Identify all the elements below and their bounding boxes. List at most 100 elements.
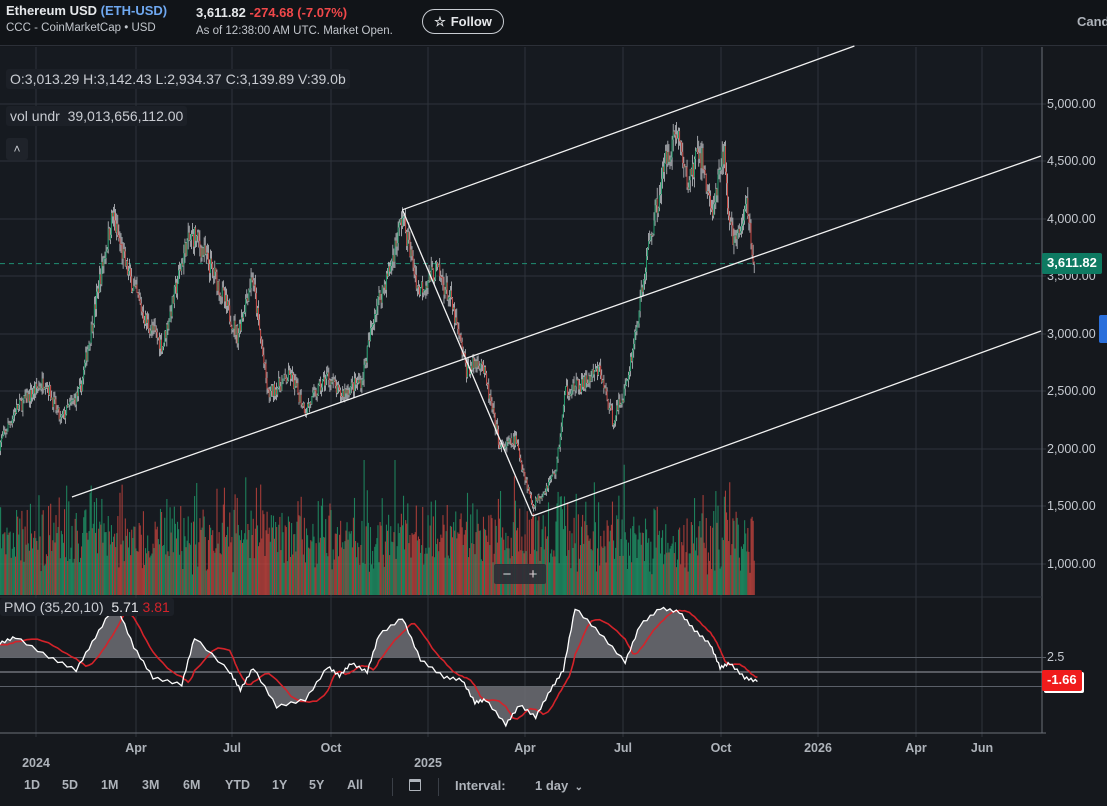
candle-body bbox=[393, 255, 395, 262]
candle-body bbox=[99, 274, 101, 293]
range-1m-button[interactable]: 1M bbox=[101, 778, 119, 792]
calendar-icon[interactable] bbox=[409, 779, 421, 791]
candle-body bbox=[21, 400, 23, 411]
zoom-out-button[interactable]: − bbox=[502, 565, 512, 583]
candle-body bbox=[506, 440, 508, 447]
range-3m-button[interactable]: 3M bbox=[142, 778, 160, 792]
volume-bar bbox=[725, 512, 728, 595]
candle-body bbox=[107, 228, 109, 250]
candle-body bbox=[217, 281, 219, 291]
volume-bar bbox=[505, 532, 507, 595]
candle-body bbox=[358, 380, 360, 383]
candle-body bbox=[93, 304, 95, 325]
volume-bar bbox=[614, 558, 616, 595]
volume-bar bbox=[230, 542, 232, 595]
candle-body bbox=[173, 286, 175, 304]
range-1y-button[interactable]: 1Y bbox=[272, 778, 288, 792]
volume-bar bbox=[300, 496, 302, 595]
range-5y-button[interactable]: 5Y bbox=[309, 778, 325, 792]
candle-body bbox=[438, 264, 440, 267]
candle-body bbox=[739, 231, 741, 234]
volume-bar bbox=[459, 519, 461, 595]
volume-bar bbox=[452, 537, 454, 595]
candle-body bbox=[666, 150, 668, 164]
candle-body bbox=[713, 204, 715, 216]
instrument-symbol[interactable]: (ETH-USD) bbox=[100, 3, 168, 18]
candle-body bbox=[659, 193, 661, 196]
candle-body bbox=[207, 252, 209, 264]
candle-body bbox=[676, 138, 678, 140]
volume-bar bbox=[565, 525, 567, 595]
volume-bar bbox=[334, 533, 336, 595]
volume-bar bbox=[222, 504, 224, 595]
candle-body bbox=[633, 343, 635, 351]
volume-bar bbox=[358, 547, 360, 595]
chart-type-selector[interactable]: Candle bbox=[1077, 14, 1107, 29]
candle-body bbox=[141, 311, 143, 313]
candle-body bbox=[237, 332, 239, 344]
candle-body bbox=[611, 409, 613, 426]
candle-body bbox=[329, 379, 331, 385]
candle-body bbox=[202, 248, 204, 256]
candle-body bbox=[205, 252, 207, 254]
volume-bar bbox=[463, 534, 465, 595]
range-5d-button[interactable]: 5D bbox=[62, 778, 78, 792]
chevron-up-icon[interactable]: ˄ bbox=[6, 138, 28, 160]
candle-body bbox=[735, 235, 737, 240]
volume-bar bbox=[368, 571, 370, 595]
candle-body bbox=[254, 284, 256, 294]
volume-bar bbox=[195, 544, 197, 595]
candle-body bbox=[161, 339, 162, 352]
volume-bar bbox=[488, 515, 490, 595]
pmo-legend-value: 5.71 bbox=[111, 599, 139, 615]
candle-body bbox=[1, 438, 3, 443]
volume-bar bbox=[105, 532, 107, 595]
candle-body bbox=[180, 269, 182, 272]
volume-bar bbox=[268, 527, 270, 595]
volume-bar bbox=[622, 555, 624, 595]
volume-bar bbox=[410, 557, 412, 595]
follow-button[interactable]: ☆ Follow bbox=[422, 9, 504, 34]
range-ytd-button[interactable]: YTD bbox=[225, 778, 250, 792]
range-6m-button[interactable]: 6M bbox=[183, 778, 201, 792]
candle-body bbox=[226, 295, 228, 306]
range-1d-button[interactable]: 1D bbox=[24, 778, 40, 792]
volume-bar bbox=[562, 529, 564, 595]
volume-bar bbox=[301, 539, 303, 595]
volume-bar bbox=[277, 552, 279, 595]
volume-bar bbox=[173, 506, 175, 595]
zoom-in-button[interactable]: + bbox=[528, 565, 538, 583]
volume-bar bbox=[267, 533, 269, 595]
side-panel-toggle[interactable] bbox=[1099, 315, 1107, 343]
candle-body bbox=[133, 285, 135, 291]
volume-bar bbox=[606, 520, 608, 595]
candle-body bbox=[345, 389, 347, 394]
volume-bar bbox=[531, 517, 534, 595]
candle-body bbox=[189, 239, 191, 241]
candle-body bbox=[483, 367, 485, 374]
candle-body bbox=[232, 328, 234, 330]
candle-body bbox=[247, 297, 249, 302]
candle-body bbox=[122, 249, 124, 259]
candle-body bbox=[563, 394, 565, 406]
volume-bar bbox=[90, 485, 92, 595]
volume-bar bbox=[633, 516, 635, 595]
volume-bar bbox=[1, 548, 3, 595]
candle-body bbox=[712, 209, 714, 216]
volume-bar bbox=[100, 524, 102, 595]
candle-body bbox=[427, 280, 429, 289]
volume-bar bbox=[159, 508, 162, 595]
candle-body bbox=[702, 148, 704, 170]
candle-body bbox=[407, 231, 409, 247]
candle-body bbox=[520, 457, 522, 462]
volume-bar bbox=[470, 514, 472, 595]
volume-bar bbox=[355, 541, 357, 595]
candle-body bbox=[352, 382, 354, 392]
volume-bar bbox=[373, 568, 375, 595]
range-all-button[interactable]: All bbox=[347, 778, 363, 792]
candle-body bbox=[683, 162, 685, 168]
candle-body bbox=[741, 223, 743, 226]
volume-bar bbox=[352, 517, 354, 595]
interval-select[interactable]: 1 day ⌄ bbox=[535, 778, 583, 793]
